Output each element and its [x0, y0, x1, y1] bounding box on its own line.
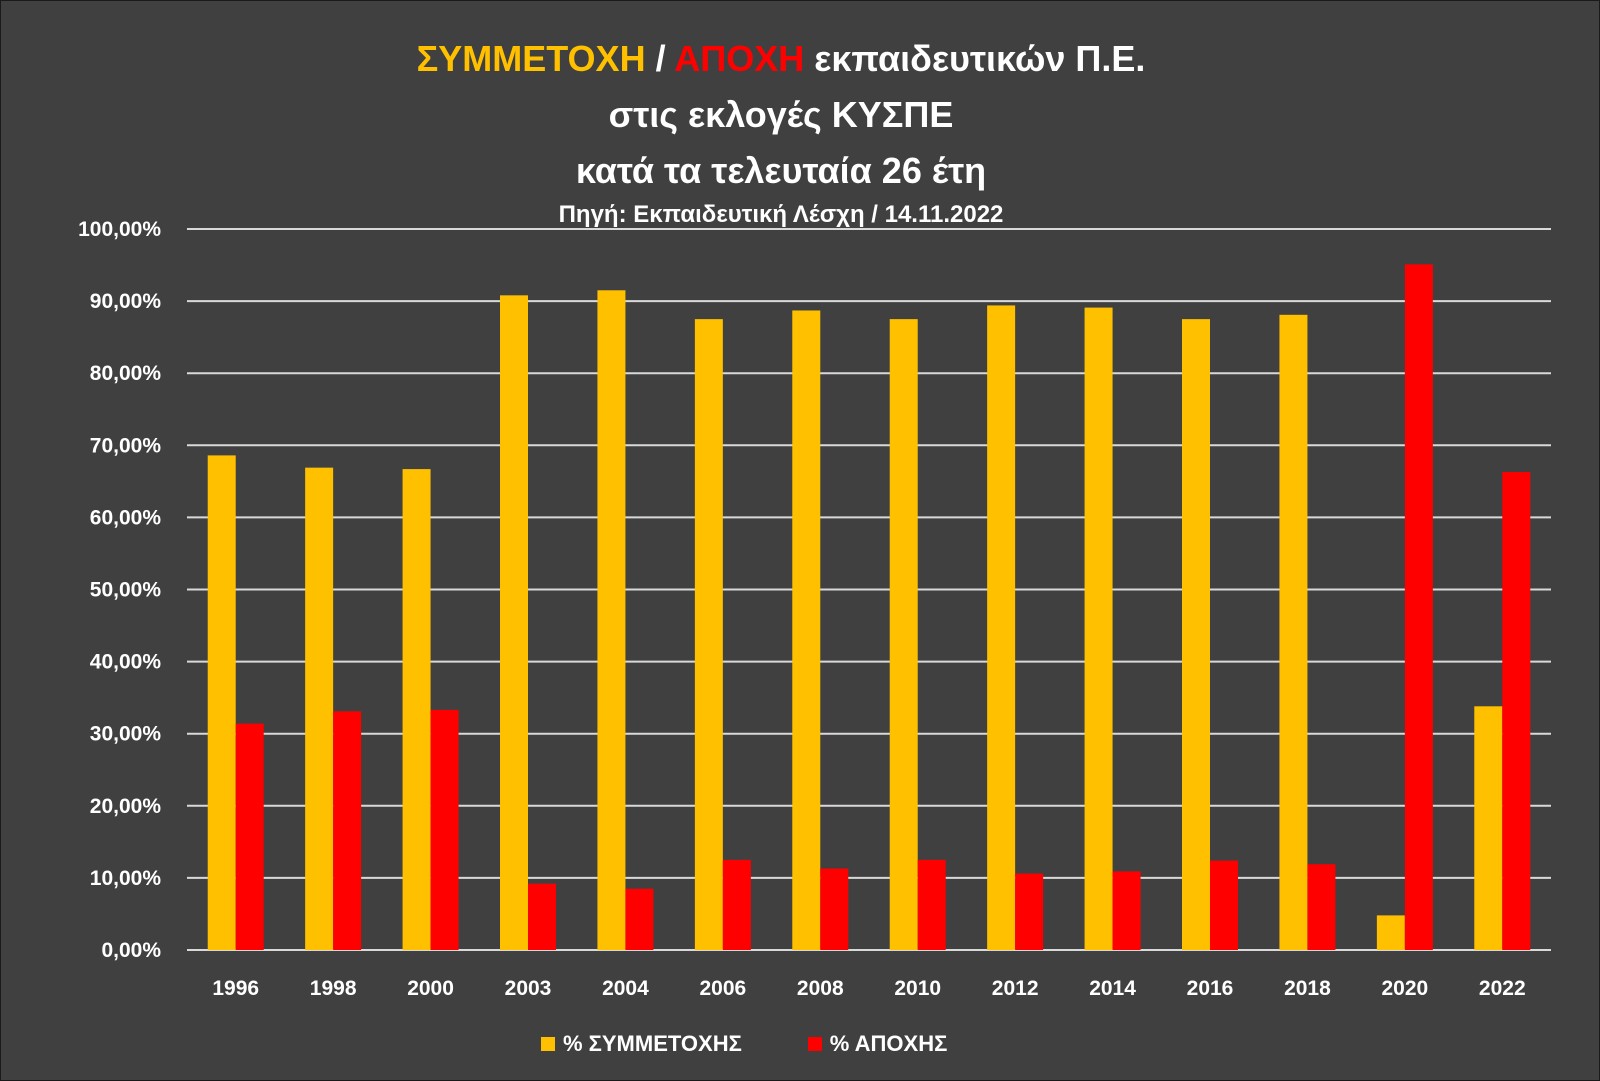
- bar-abstention: [235, 723, 264, 950]
- x-tick-label: 2003: [505, 977, 552, 1000]
- title-participation-word: ΣΥΜΜΕΤΟΧΗ: [416, 38, 646, 79]
- bar-participation: [500, 295, 528, 950]
- y-tick-label: 30,00%: [90, 723, 162, 746]
- y-tick-label: 10,00%: [90, 867, 162, 890]
- bar-participation: [889, 319, 918, 950]
- bar-participation: [987, 305, 1016, 950]
- y-tick-label: 60,00%: [90, 506, 162, 529]
- title-separator: /: [645, 38, 675, 79]
- bar-participation: [305, 467, 334, 950]
- legend-item-participation: % ΣΥΜΜΕΤΟΧΗΣ: [541, 1031, 742, 1057]
- bar-abstention: [528, 883, 556, 950]
- x-tick-label: 1996: [212, 977, 259, 1000]
- bar-abstention: [1502, 471, 1531, 950]
- bar-participation: [1376, 915, 1405, 950]
- x-tick-label: 2000: [407, 977, 454, 1000]
- x-tick-label: 2022: [1479, 977, 1526, 1000]
- x-tick-label: 2014: [1089, 977, 1136, 1000]
- y-tick-label: 100,00%: [78, 218, 161, 241]
- bar-abstention: [820, 868, 849, 950]
- bar-abstention: [1210, 860, 1238, 950]
- bar-participation: [1279, 314, 1308, 950]
- title-rest: εκπαιδευτικών Π.Ε.: [804, 38, 1146, 79]
- legend-swatch-abstention: [807, 1037, 822, 1051]
- bar-abstention: [722, 859, 751, 950]
- x-tick-label: 2016: [1187, 977, 1234, 1000]
- legend-swatch-participation: [541, 1037, 555, 1051]
- y-tick-label: 50,00%: [90, 579, 162, 602]
- y-tick-label: 70,00%: [90, 434, 162, 457]
- x-tick-label: 2004: [602, 977, 649, 1000]
- legend: % ΣΥΜΜΕΤΟΧΗΣ % ΑΠΟΧΗΣ: [541, 1031, 947, 1057]
- bar-abstention: [333, 711, 362, 950]
- bar-participation: [1182, 319, 1210, 950]
- title-abstention-word: ΑΠΟΧΗ: [674, 38, 805, 79]
- bar-abstention: [625, 888, 654, 950]
- bar-participation: [1474, 706, 1503, 950]
- x-tick-label: 2008: [797, 977, 844, 1000]
- bar-participation: [1084, 307, 1113, 950]
- y-tick-label: 80,00%: [90, 362, 162, 385]
- x-tick-label: 2010: [894, 977, 941, 1000]
- chart-title-line-1: ΣΥΜΜΕΤΟΧΗ / ΑΠΟΧΗ εκπαιδευτικών Π.Ε.: [1, 31, 1561, 87]
- bar-abstention: [1112, 871, 1141, 950]
- bar-participation: [694, 319, 723, 950]
- x-tick-label: 2006: [699, 977, 746, 1000]
- x-tick-label: 2018: [1284, 977, 1331, 1000]
- legend-item-abstention: % ΑΠΟΧΗΣ: [807, 1031, 948, 1057]
- bar-participation: [402, 469, 431, 950]
- x-tick-label: 2020: [1381, 977, 1428, 1000]
- bar-participation: [207, 455, 236, 950]
- bar-abstention: [917, 859, 946, 950]
- bar-abstention: [1307, 864, 1336, 950]
- chart-title-line-3: κατά τα τελευταία 26 έτη: [575, 150, 987, 191]
- x-tick-label: 2012: [992, 977, 1039, 1000]
- bar-abstention: [430, 709, 459, 950]
- chart-title-line-2: στις εκλογές ΚΥΣΠΕ: [608, 94, 954, 135]
- y-tick-label: 90,00%: [90, 290, 162, 313]
- chart-title-block: ΣΥΜΜΕΤΟΧΗ / ΑΠΟΧΗ εκπαιδευτικών Π.Ε. στι…: [1, 31, 1561, 231]
- chart-subtitle: Πηγή: Εκπαιδευτική Λέσχη / 14.11.2022: [558, 201, 1004, 228]
- y-tick-label: 0,00%: [101, 939, 161, 962]
- bar-participation: [597, 290, 626, 950]
- x-tick-label: 1998: [310, 977, 357, 1000]
- bar-abstention: [1015, 873, 1044, 950]
- legend-label-abstention: % ΑΠΟΧΗΣ: [829, 1031, 948, 1056]
- bar-participation: [792, 310, 821, 950]
- legend-label-participation: % ΣΥΜΜΕΤΟΧΗΣ: [563, 1031, 742, 1056]
- y-tick-label: 40,00%: [90, 651, 162, 674]
- bar-abstention: [1404, 264, 1433, 951]
- y-tick-label: 20,00%: [90, 795, 162, 818]
